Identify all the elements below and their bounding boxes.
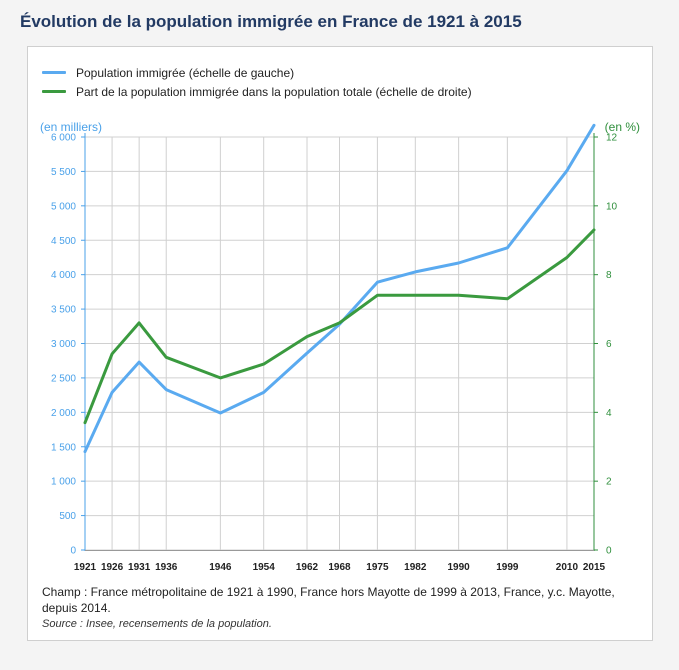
legend-item-share: Part de la population immigrée dans la p… [42, 82, 472, 101]
source-note: Source : Insee, recensements de la popul… [42, 618, 272, 630]
right-axis-tick-label-0: 0 [606, 546, 612, 557]
legend-item-population: Population immigrée (échelle de gauche) [42, 63, 472, 82]
legend: Population immigrée (échelle de gauche) … [42, 63, 472, 101]
x-axis-tick-label-8: 1975 [366, 562, 389, 573]
left-axis-tick-label-1: 500 [59, 511, 76, 522]
x-axis-tick-label-5: 1954 [253, 562, 276, 573]
x-axis-tick-label-6: 1962 [296, 562, 319, 573]
x-axis-tick-label-2: 1931 [128, 562, 151, 573]
left-axis-tick-label-6: 3 000 [51, 339, 76, 350]
chart-notes: Champ : France métropolitaine de 1921 à … [42, 584, 622, 632]
line-chart: 0 500 1 000 1 500 2 000 2 500 3 000 3 500 4 000 4… [51, 123, 618, 573]
left-axis-tick-label-10: 5 000 [51, 201, 76, 212]
left-axis-tick-label-11: 5 500 [51, 167, 76, 178]
legend-swatch-blue [42, 71, 66, 74]
x-axis-tick-label-3: 1936 [155, 562, 178, 573]
right-axis-tick-label-3: 6 [606, 339, 612, 350]
right-axis-unit: (en %) [604, 120, 640, 134]
right-axis-tick-label-2: 4 [606, 408, 612, 419]
left-axis-tick-label-3: 1 500 [51, 442, 76, 453]
right-axis-tick-label-5: 10 [606, 201, 618, 212]
left-axis-tick-label-12: 6 000 [51, 133, 76, 144]
legend-label-population: Population immigrée (échelle de gauche) [76, 65, 295, 80]
legend-swatch-green [42, 90, 66, 93]
left-axis-tick-label-2: 1 000 [51, 477, 76, 488]
scope-note: Champ : France métropolitaine de 1921 à … [42, 585, 615, 615]
series-line-share [83, 228, 596, 425]
series-line-population [83, 123, 596, 454]
right-axis-tick-label-1: 2 [606, 477, 612, 488]
right-axis-tick-label-4: 8 [606, 270, 612, 281]
legend-label-share: Part de la population immigrée dans la p… [76, 84, 472, 99]
x-axis-tick-label-9: 1982 [404, 562, 427, 573]
chart-title: Évolution de la population immigrée en F… [20, 12, 522, 31]
left-axis-tick-label-7: 3 500 [51, 305, 76, 316]
x-axis-tick-label-11: 1999 [496, 562, 519, 573]
left-axis-tick-label-5: 2 500 [51, 373, 76, 384]
left-axis-tick-label-8: 4 000 [51, 270, 76, 281]
left-axis-tick-label-4: 2 000 [51, 408, 76, 419]
left-axis-tick-label-0: 0 [70, 546, 76, 557]
x-axis-tick-label-10: 1990 [448, 562, 471, 573]
x-axis-tick-label-1: 1926 [101, 562, 124, 573]
x-axis-tick-label-4: 1946 [209, 562, 232, 573]
right-axis-tick-label-6: 12 [606, 133, 618, 144]
x-axis-tick-label-12: 2010 [556, 562, 579, 573]
x-axis-tick-label-13: 2015 [583, 562, 606, 573]
x-axis-tick-label-7: 1968 [328, 562, 351, 573]
left-axis-tick-label-9: 4 500 [51, 236, 76, 247]
left-axis-unit: (en milliers) [40, 120, 103, 134]
chart-card: Population immigrée (échelle de gauche) … [27, 46, 653, 641]
x-axis-tick-label-0: 1921 [74, 562, 97, 573]
